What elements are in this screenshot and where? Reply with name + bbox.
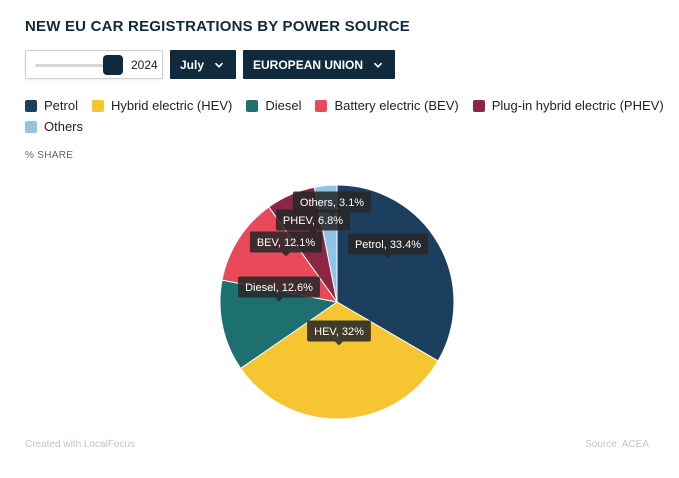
legend-swatch	[472, 99, 485, 112]
pie-labels: Petrol, 33.4% HEV, 32% Diesel, 12.6% BEV, 1…	[238, 191, 429, 346]
pie-slice-6[interactable]	[313, 184, 338, 303]
label-pointer	[282, 252, 290, 257]
region-dropdown-label: EUROPEAN UNION	[253, 57, 364, 72]
data-label-text: HEV, 32%	[314, 326, 364, 338]
chevron-down-icon	[373, 62, 383, 68]
legend: Petrol Hybrid electric (HEV) Diesel Batt…	[25, 98, 665, 134]
slider-track[interactable]	[35, 64, 113, 67]
legend-item-diesel[interactable]: Diesel	[246, 98, 301, 113]
label-box	[347, 233, 429, 255]
data-label-6: Others, 3.1%	[292, 191, 372, 217]
data-label-text: PHEV, 6.8%	[283, 215, 343, 227]
chevron-down-icon	[214, 62, 224, 68]
label-box	[238, 276, 320, 298]
legend-item-petrol[interactable]: Petrol	[25, 98, 78, 113]
legend-swatch	[91, 99, 104, 112]
data-label-1: Petrol, 33.4%	[347, 233, 429, 259]
label-box	[249, 231, 323, 253]
chart-title: NEW EU CAR REGISTRATIONS BY POWER SOURCE	[25, 18, 410, 35]
legend-label: Battery electric (BEV)	[334, 98, 459, 113]
legend-label: Plug-in hybrid electric (PHEV)	[491, 98, 664, 113]
legend-label: Hybrid electric (HEV)	[110, 98, 233, 113]
label-pointer	[309, 230, 317, 235]
pie-slice-2[interactable]	[239, 301, 439, 420]
year-value: 2024	[131, 58, 158, 72]
unit-label: % SHARE	[25, 150, 74, 161]
pie-slice-3[interactable]	[219, 279, 339, 370]
legend-swatch	[25, 99, 37, 112]
slider-handle[interactable]	[103, 55, 123, 75]
source-text: Source: ACEA	[585, 439, 649, 450]
pie-slice-1[interactable]	[336, 184, 455, 362]
year-slider[interactable]: 2024	[25, 50, 163, 79]
legend-label: Others	[44, 119, 84, 134]
label-pointer	[335, 341, 343, 346]
label-pointer	[275, 297, 283, 302]
label-box	[292, 191, 372, 213]
data-label-3: Diesel, 12.6%	[238, 276, 320, 302]
region-dropdown[interactable]: EUROPEAN UNION	[243, 50, 396, 79]
label-box	[275, 209, 351, 231]
data-label-2: HEV, 32%	[307, 320, 371, 346]
label-box	[307, 320, 371, 342]
legend-swatch	[315, 99, 328, 112]
legend-swatch	[25, 120, 37, 133]
label-pointer	[328, 212, 336, 217]
filter-controls: 2024 July EUROPEAN UNION	[25, 50, 396, 79]
month-dropdown[interactable]: July	[170, 50, 237, 79]
data-label-text: BEV, 12.1%	[257, 237, 316, 249]
legend-item-hev[interactable]: Hybrid electric (HEV)	[91, 98, 233, 113]
legend-label: Petrol	[44, 98, 78, 113]
legend-label: Diesel	[265, 98, 302, 113]
credit-text: Created with LocalFocus	[25, 439, 136, 450]
pie-slice-5[interactable]	[268, 186, 338, 303]
legend-item-others[interactable]: Others	[25, 119, 83, 134]
label-pointer	[384, 254, 392, 259]
data-label-5: PHEV, 6.8%	[275, 209, 351, 235]
pie-slices	[219, 184, 455, 420]
data-label-text: Others, 3.1%	[300, 197, 364, 209]
data-label-4: BEV, 12.1%	[249, 231, 323, 257]
legend-item-bev[interactable]: Battery electric (BEV)	[315, 98, 459, 113]
legend-swatch	[246, 99, 259, 112]
data-label-text: Petrol, 33.4%	[355, 239, 421, 251]
pie-slice-4[interactable]	[221, 206, 339, 303]
legend-item-phev[interactable]: Plug-in hybrid electric (PHEV)	[472, 98, 664, 113]
data-label-text: Diesel, 12.6%	[245, 282, 313, 294]
month-dropdown-label: July	[180, 57, 205, 72]
